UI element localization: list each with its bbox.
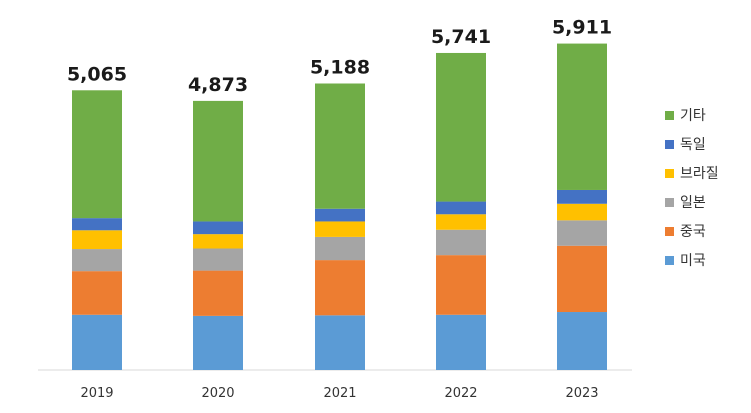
bar-segment-2020-2: [193, 248, 243, 271]
bar-segment-2022-5: [436, 52, 486, 202]
bar-segment-2023-4: [557, 189, 607, 204]
bar-segment-2021-1: [315, 260, 365, 316]
bar-segment-2020-1: [193, 270, 243, 316]
total-label-2023: 5,911: [552, 17, 612, 39]
total-label-2022: 5,741: [431, 26, 491, 48]
bar-segment-2019-4: [72, 218, 122, 231]
x-tick-2020: 2020: [201, 386, 234, 401]
bar-segment-2019-1: [72, 271, 122, 315]
x-tick-2023: 2023: [565, 386, 598, 401]
bar-segment-2022-0: [436, 314, 486, 370]
legend-swatch-2: [665, 169, 674, 178]
bar-group: [72, 43, 607, 370]
x-tick-2019: 2019: [80, 386, 113, 401]
bar-segment-2019-5: [72, 90, 122, 219]
bar-segment-2023-1: [557, 245, 607, 313]
bar-segment-2023-2: [557, 220, 607, 246]
bar-segment-2023-0: [557, 312, 607, 370]
bar-segment-2022-2: [436, 229, 486, 256]
bar-segment-2021-0: [315, 315, 365, 370]
total-label-2021: 5,188: [310, 56, 370, 78]
bar-segment-2020-3: [193, 234, 243, 249]
bar-segment-2020-4: [193, 221, 243, 235]
bar-segment-2020-5: [193, 100, 243, 222]
bar-segment-2019-0: [72, 314, 122, 370]
total-label-2020: 4,873: [188, 74, 248, 96]
total-label-2019: 5,065: [67, 63, 127, 85]
legend-swatch-3: [665, 198, 674, 207]
x-tick-2022: 2022: [444, 386, 477, 401]
bar-segment-2021-5: [315, 83, 365, 209]
bar-segment-2021-2: [315, 236, 365, 261]
legend-swatch-0: [665, 111, 674, 120]
bar-segment-2023-3: [557, 203, 607, 221]
bar-segment-2019-2: [72, 249, 122, 272]
x-tick-labels: 2019 2020 2021 2022 2023: [80, 386, 598, 401]
bar-segment-2022-3: [436, 214, 486, 230]
legend-swatch-5: [665, 256, 674, 265]
bar-segment-2023-5: [557, 43, 607, 190]
x-tick-2021: 2021: [323, 386, 356, 401]
legend-label-1: 독일: [680, 137, 706, 153]
legend-label-3: 일본: [680, 195, 706, 211]
legend-label-5: 미국: [680, 253, 706, 269]
bar-segment-2022-4: [436, 201, 486, 215]
legend-label-4: 중국: [680, 224, 706, 240]
bar-segment-2019-3: [72, 230, 122, 250]
bar-segment-2021-4: [315, 208, 365, 222]
total-labels: 5,065 4,873 5,188 5,741 5,911: [67, 17, 612, 96]
bar-segment-2021-3: [315, 221, 365, 237]
legend-swatch-1: [665, 140, 674, 149]
bar-segment-2020-0: [193, 315, 243, 370]
legend-swatch-4: [665, 227, 674, 236]
legend-label-2: 브라질: [680, 166, 719, 182]
legend-label-0: 기타: [680, 108, 706, 124]
bar-segment-2022-1: [436, 255, 486, 315]
